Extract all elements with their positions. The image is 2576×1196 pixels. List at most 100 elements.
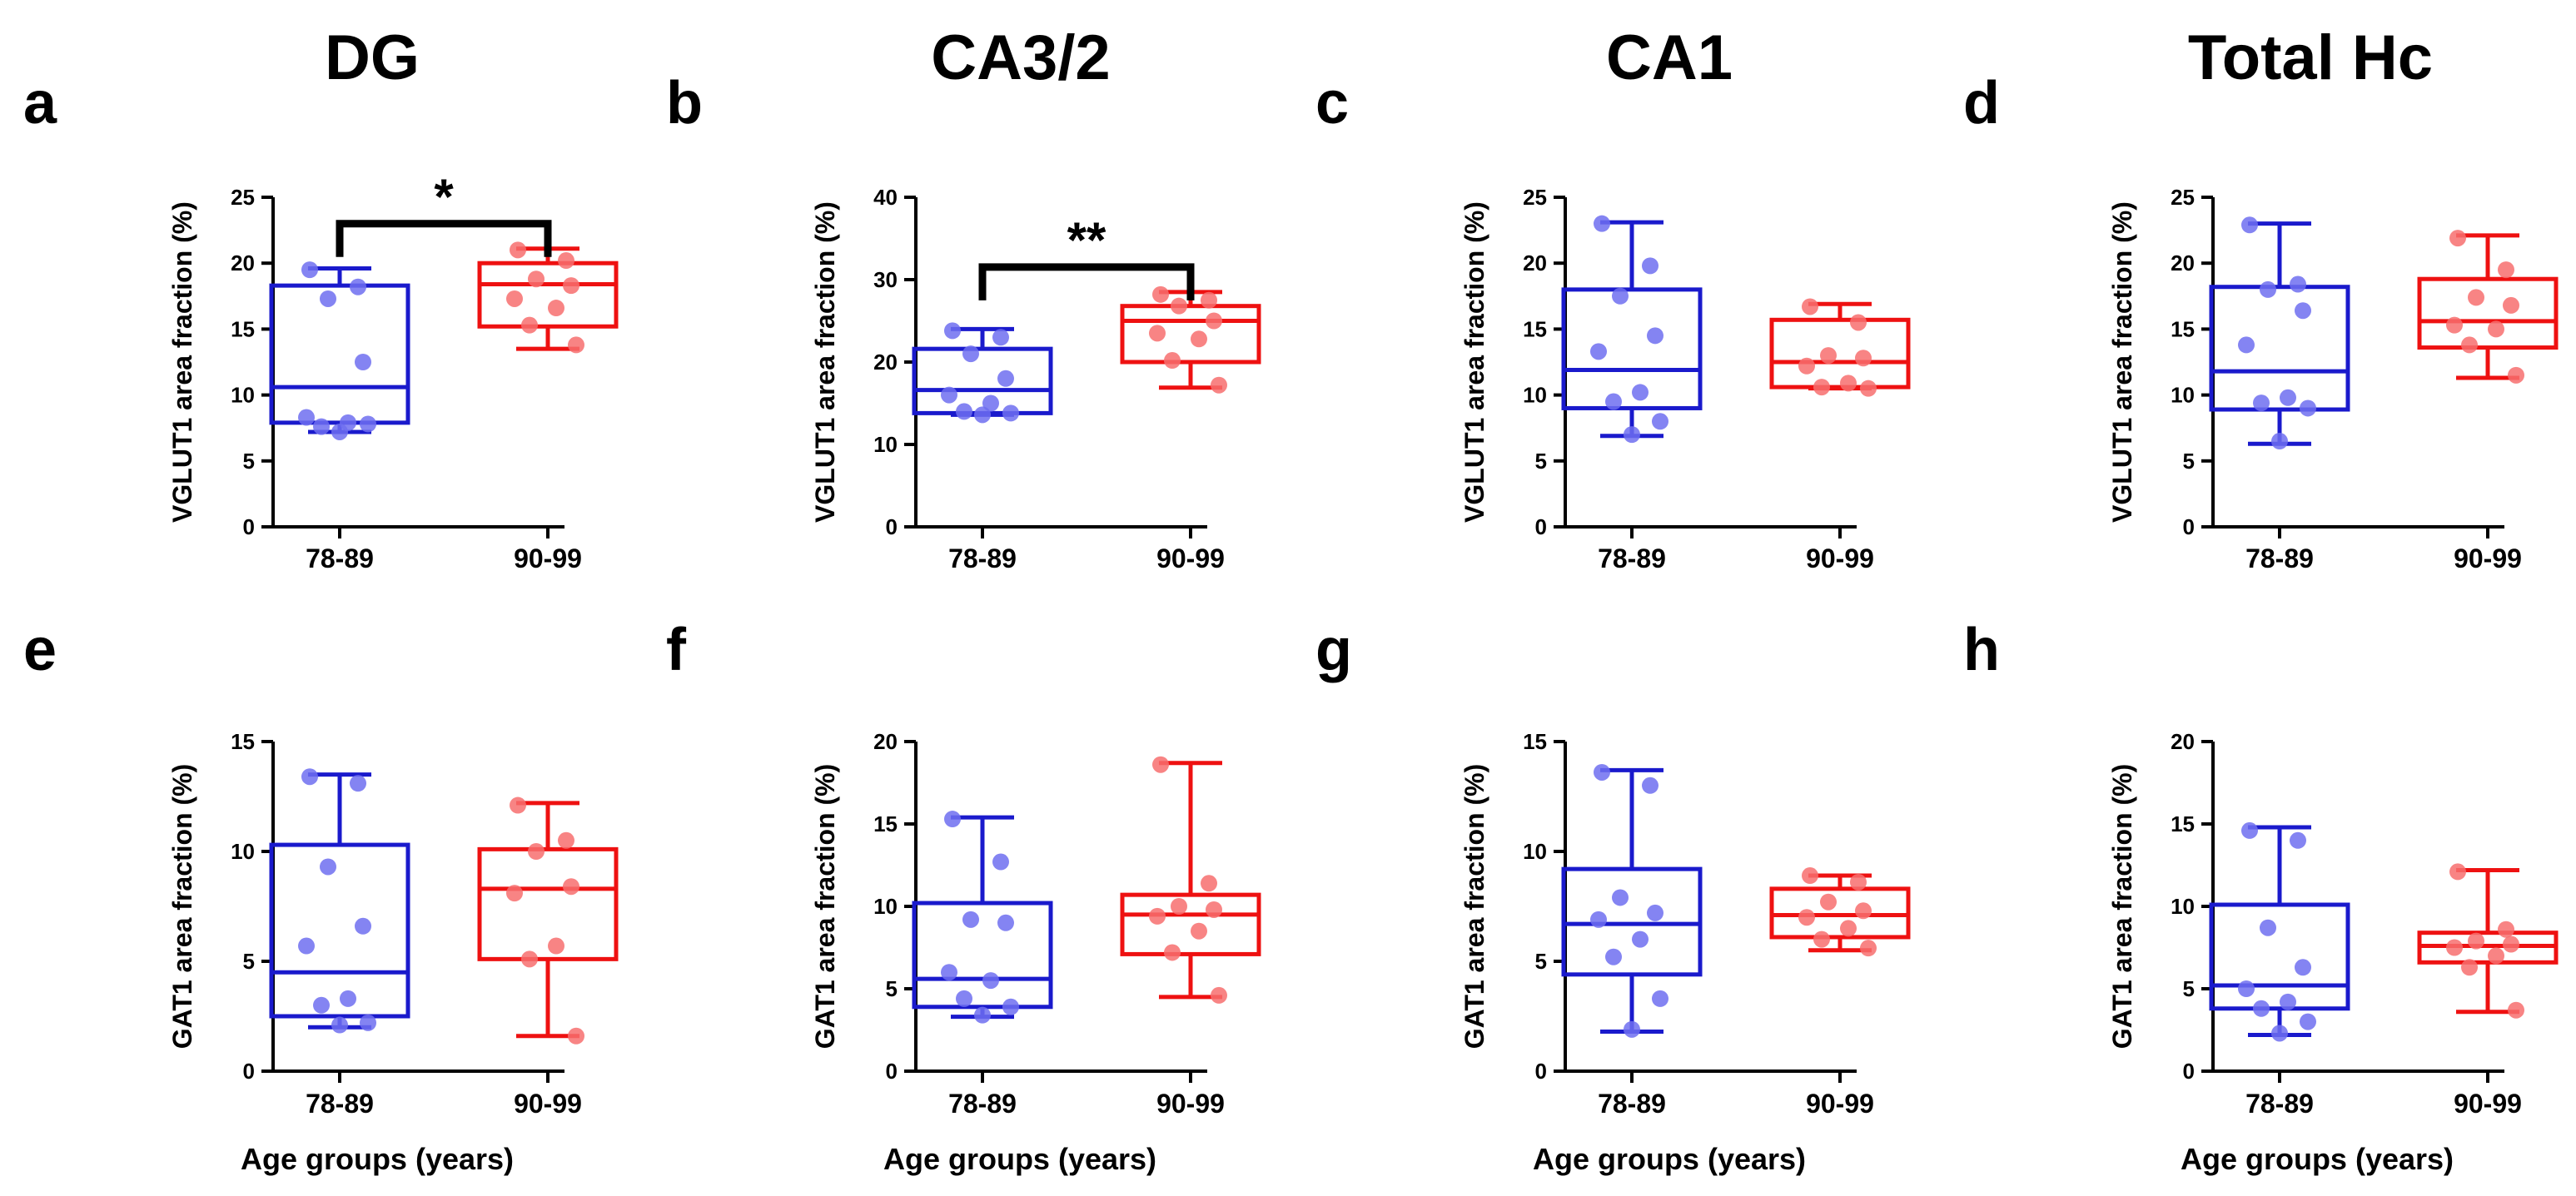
data-point — [2503, 935, 2519, 953]
y-tick-label: 5 — [1535, 949, 1547, 974]
data-point — [1624, 1020, 1640, 1038]
y-tick-label: 20 — [2171, 251, 2195, 275]
data-point — [1605, 393, 1622, 410]
data-point — [1191, 330, 1207, 348]
panel-letter-b: b — [666, 70, 703, 136]
y-tick-label: 20 — [231, 251, 255, 275]
data-point — [1632, 384, 1649, 401]
data-point — [510, 241, 526, 259]
data-point — [548, 300, 564, 317]
data-point — [360, 1014, 376, 1031]
y-axis-label: VGLUT1 area fraction (%) — [2107, 201, 2137, 523]
y-tick-label: 15 — [873, 811, 898, 836]
y-tick-label: 10 — [2171, 383, 2195, 408]
x-axis-label: Age groups (years) — [1533, 1142, 1806, 1176]
panel-letter-h: h — [1963, 617, 2000, 683]
panel-letter-a: a — [23, 70, 57, 136]
data-point — [301, 261, 318, 279]
box — [1769, 317, 1911, 390]
box-group-78-89 — [1561, 215, 1703, 444]
y-tick-label: 15 — [231, 316, 255, 341]
data-point — [528, 270, 545, 288]
panel-e: e GAT1 area fraction (%) 0 5 10 15 78-89 90-99A… — [23, 617, 619, 1176]
data-point — [2508, 366, 2524, 384]
y-tick-label: 0 — [243, 514, 255, 539]
data-point — [2461, 336, 2478, 354]
data-point — [340, 990, 356, 1007]
data-point — [2468, 289, 2484, 306]
y-tick-label: 25 — [2171, 185, 2195, 210]
panel-letter-d: d — [1963, 70, 2000, 136]
data-point — [1642, 777, 1658, 794]
data-point — [1860, 940, 1877, 957]
data-point — [1850, 314, 1867, 331]
x-tick-label-78-89: 78-89 — [306, 543, 374, 573]
y-tick-label: 20 — [2171, 729, 2195, 754]
y-tick-label: 15 — [2171, 316, 2195, 341]
y-tick-label: 10 — [1523, 839, 1547, 864]
data-point — [1211, 376, 1227, 394]
y-tick-label: 5 — [886, 976, 898, 1001]
data-point — [1211, 986, 1227, 1004]
data-point — [1594, 763, 1610, 781]
x-tick-label-90-99: 90-99 — [2454, 543, 2522, 573]
data-point — [320, 858, 336, 876]
box — [1120, 304, 1261, 365]
x-tick-label-78-89: 78-89 — [2245, 1089, 2314, 1119]
box — [912, 901, 1053, 1010]
data-point — [301, 768, 318, 786]
x-axis-label: Age groups (years) — [241, 1142, 514, 1176]
box-group-78-89 — [2209, 216, 2350, 450]
y-tick-label: 0 — [886, 514, 898, 539]
box-group-90-99 — [1120, 285, 1261, 394]
data-point — [1594, 215, 1610, 232]
x-tick-label-78-89: 78-89 — [306, 1089, 374, 1119]
panel-f: f GAT1 area fraction (%) 0 5 10 15 20 78-89 90-9… — [666, 617, 1261, 1176]
x-tick-label-90-99: 90-99 — [514, 1089, 582, 1119]
data-point — [1855, 350, 1872, 367]
panel-b: b VGLUT1 area fraction (%) 0 10 20 30 40 78-89 9… — [666, 70, 1261, 573]
significance-bracket: * — [336, 169, 552, 257]
data-point — [331, 423, 348, 440]
panel-letter-g: g — [1315, 617, 1352, 683]
data-point — [510, 797, 526, 814]
data-point — [944, 322, 961, 340]
data-point — [521, 316, 538, 334]
data-point — [1149, 907, 1166, 925]
column-titles: DG CA3/2 CA1 Total Hc — [325, 22, 2433, 93]
box — [477, 846, 619, 961]
data-point — [2488, 320, 2504, 338]
y-tick-label: 5 — [2183, 976, 2195, 1001]
box-group-90-99 — [1120, 756, 1261, 1004]
data-point — [2295, 302, 2311, 320]
panel-g: g GAT1 area fraction (%) 0 5 10 15 78-89 90-99A… — [1315, 617, 1911, 1176]
data-point — [974, 406, 991, 424]
y-axis-label: GAT1 area fraction (%) — [2107, 764, 2137, 1050]
y-tick-label: 10 — [873, 894, 898, 919]
box — [1561, 287, 1703, 410]
y-axis-label: VGLUT1 area fraction (%) — [810, 201, 840, 523]
bracket-line — [336, 220, 552, 257]
y-axis-label: VGLUT1 area fraction (%) — [167, 201, 197, 523]
data-point — [1152, 285, 1169, 303]
panels: a VGLUT1 area fraction (%) 0 5 10 15 20 25 78-89… — [23, 70, 2559, 1176]
significance-label: ** — [1067, 212, 1106, 268]
panel-a: a VGLUT1 area fraction (%) 0 5 10 15 20 25 78-89… — [23, 70, 619, 573]
box — [1769, 886, 1911, 940]
box-group-90-99 — [1769, 298, 1911, 397]
x-tick-label-90-99: 90-99 — [1806, 1089, 1874, 1119]
column-title-total-hc: Total Hc — [2188, 22, 2433, 93]
y-tick-label: 0 — [886, 1059, 898, 1084]
data-point — [1590, 911, 1607, 928]
data-point — [992, 853, 1009, 871]
data-point — [1002, 404, 1019, 422]
data-point — [992, 329, 1009, 346]
data-point — [1820, 893, 1837, 911]
box — [2209, 285, 2350, 412]
data-point — [2253, 395, 2270, 412]
data-point — [1164, 352, 1181, 370]
box-group-90-99 — [2417, 863, 2559, 1019]
x-tick-label-78-89: 78-89 — [1598, 543, 1666, 573]
data-point — [320, 290, 336, 307]
